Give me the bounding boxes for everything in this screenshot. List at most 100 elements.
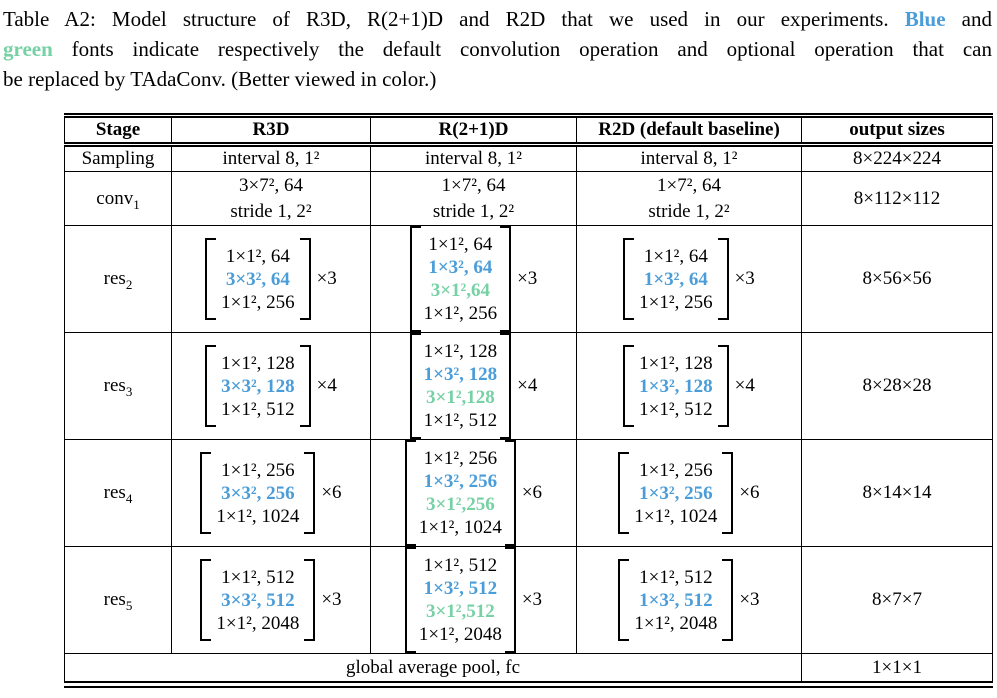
stage-base: conv bbox=[96, 187, 134, 209]
matrix-line: 1×1², 256 bbox=[423, 448, 498, 469]
table-row-res2: res2 1×1², 64 3×3², 64 1×1², 256 ×3 1×1², … bbox=[64, 225, 993, 333]
stage-label-res2: res2 bbox=[64, 225, 172, 333]
bracket-left-icon bbox=[200, 452, 212, 534]
matrix-lines: 1×1², 64 1×3², 64 1×1², 256 bbox=[639, 245, 712, 314]
residual-block-matrix: 1×1², 256 1×3², 256 1×1², 1024 ×6 bbox=[577, 452, 801, 534]
repeat-multiplier: ×4 bbox=[734, 375, 755, 396]
column-header-r3d: R3D bbox=[171, 115, 371, 147]
stage-label-res5: res5 bbox=[64, 546, 172, 654]
caption-text: Table A2: Model structure of R3D, R(2+1)… bbox=[3, 7, 889, 31]
matrix-line: 3×1²,128 bbox=[426, 387, 495, 408]
residual-block-matrix: 1×1², 256 3×3², 256 1×1², 1024 ×6 bbox=[172, 452, 370, 534]
residual-block-matrix: 1×1², 128 3×3², 128 1×1², 512 ×4 bbox=[172, 345, 370, 427]
bracket-right-icon bbox=[304, 559, 316, 641]
matrix-line: 1×1², 128 bbox=[423, 341, 498, 362]
bracket-right-icon bbox=[504, 440, 516, 546]
matrix-line: 1×1², 2048 bbox=[634, 612, 718, 634]
matrix-lines: 1×1², 128 1×3², 128 1×1², 512 bbox=[639, 352, 713, 421]
conv-spec: 1×7², 64 stride 1, 2² bbox=[371, 173, 576, 225]
table-row-res5: res5 1×1², 512 3×3², 512 1×1², 2048 ×3 1×1… bbox=[64, 546, 993, 654]
caption-line-3: be replaced by TAdaConv. (Better viewed … bbox=[3, 67, 992, 97]
residual-block-matrix: 1×1², 128 1×3², 128 3×1²,128 1×1², 512 ×4 bbox=[371, 333, 576, 439]
matrix-line: 1×3², 64 bbox=[643, 268, 708, 290]
matrix-line: 1×1², 512 bbox=[423, 410, 498, 431]
header-row: Stage R3D R(2+1)D R2D (default baseline)… bbox=[64, 115, 993, 147]
table-row-footer: global average pool, fc 1×1×1 bbox=[64, 653, 993, 685]
cell-res3-r2d: 1×1², 128 1×3², 128 1×1², 512 ×4 bbox=[576, 332, 802, 440]
residual-block-matrix: 1×1², 128 1×3², 128 1×1², 512 ×4 bbox=[577, 345, 801, 427]
table-caption: Table A2: Model structure of R3D, R(2+1)… bbox=[0, 0, 997, 97]
cell-footer-output: 1×1×1 bbox=[801, 653, 993, 685]
repeat-multiplier: ×6 bbox=[321, 482, 342, 503]
matrix-line: 1×3², 128 bbox=[639, 375, 713, 397]
matrix-line: 1×1², 512 bbox=[639, 398, 713, 420]
caption-line-1: Table A2: Model structure of R3D, R(2+1)… bbox=[3, 7, 992, 37]
cell-res4-output: 8×14×14 bbox=[801, 439, 993, 547]
cell-res2-output: 8×56×56 bbox=[801, 225, 993, 333]
matrix-line: 1×3², 256 bbox=[639, 482, 713, 504]
repeat-multiplier: ×4 bbox=[517, 375, 538, 396]
stage-subscript: 4 bbox=[125, 490, 133, 506]
repeat-multiplier: ×3 bbox=[739, 589, 760, 610]
stage-subscript: 5 bbox=[125, 597, 133, 613]
stage-label-res4: res4 bbox=[64, 439, 172, 547]
cell-res5-r3d: 1×1², 512 3×3², 512 1×1², 2048 ×3 bbox=[171, 546, 371, 654]
cell-res2-r3d: 1×1², 64 3×3², 64 1×1², 256 ×3 bbox=[171, 225, 371, 333]
bracket-right-icon bbox=[722, 559, 734, 641]
cell-conv1-r21d: 1×7², 64 stride 1, 2² bbox=[370, 171, 577, 226]
bracket-left-icon bbox=[618, 559, 630, 641]
matrix-line: 1×3², 256 bbox=[423, 471, 498, 492]
matrix-line: 1×1², 1024 bbox=[216, 505, 300, 527]
residual-block-matrix: 1×1², 512 3×3², 512 1×1², 2048 ×3 bbox=[172, 559, 370, 641]
model-structure-table: Stage R3D R(2+1)D R2D (default baseline)… bbox=[64, 113, 993, 688]
matrix-line: 1×1², 64 bbox=[428, 234, 493, 255]
cell-res2-r2d: 1×1², 64 1×3², 64 1×1², 256 ×3 bbox=[576, 225, 802, 333]
cell-res5-r2d: 1×1², 512 1×3², 512 1×1², 2048 ×3 bbox=[576, 546, 802, 654]
repeat-multiplier: ×3 bbox=[521, 589, 543, 610]
cell-res3-r3d: 1×1², 128 3×3², 128 1×1², 512 ×4 bbox=[171, 332, 371, 440]
stage-subscript: 3 bbox=[125, 383, 133, 399]
bracket-right-icon bbox=[299, 238, 311, 320]
matrix-line: 1×1², 2048 bbox=[216, 612, 300, 634]
matrix-line: 1×3², 512 bbox=[639, 589, 713, 611]
caption-text: be replaced by TAdaConv. (Better viewed … bbox=[3, 67, 437, 91]
matrix-line: 1×1², 512 bbox=[221, 398, 295, 420]
bracket-right-icon bbox=[717, 345, 729, 427]
table-row-res4: res4 1×1², 256 3×3², 256 1×1², 1024 ×6 1×1… bbox=[64, 439, 993, 547]
residual-block-matrix: 1×1², 512 1×3², 512 1×1², 2048 ×3 bbox=[577, 559, 801, 641]
residual-block-matrix: 1×1², 64 1×3², 64 3×1²,64 1×1², 256 ×3 bbox=[371, 226, 576, 332]
repeat-multiplier: ×6 bbox=[739, 482, 760, 503]
matrix-line: 3×3², 128 bbox=[221, 375, 295, 397]
column-header-r2d: R2D (default baseline) bbox=[576, 115, 802, 147]
cell-res5-r21d: 1×1², 512 1×3², 512 3×1²,512 1×1², 2048 ×3 bbox=[370, 546, 577, 654]
repeat-multiplier: ×6 bbox=[521, 482, 543, 503]
matrix-lines: 1×1², 128 3×3², 128 1×1², 512 bbox=[221, 352, 295, 421]
table-row-sampling: Sampling interval 8, 1² interval 8, 1² i… bbox=[64, 144, 993, 172]
cell-conv1-r3d: 3×7², 64 stride 1, 2² bbox=[171, 171, 371, 226]
matrix-line: 1×1², 1024 bbox=[634, 505, 718, 527]
bracket-left-icon bbox=[205, 238, 217, 320]
bracket-left-icon bbox=[409, 226, 421, 332]
matrix-line: 1×1², 1024 bbox=[418, 517, 502, 538]
cell-sampling-r2d: interval 8, 1² bbox=[576, 144, 802, 172]
bracket-left-icon bbox=[409, 333, 421, 439]
matrix-line: 3×3², 64 bbox=[225, 268, 290, 290]
matrix-line: 3×3², 256 bbox=[221, 482, 295, 504]
matrix-line: 3×3², 512 bbox=[221, 589, 295, 611]
matrix-line: 3×1²,64 bbox=[430, 280, 491, 301]
matrix-line: 1×3², 512 bbox=[423, 578, 498, 599]
matrix-line: 1×3², 128 bbox=[423, 364, 498, 385]
matrix-line: 1×3², 64 bbox=[428, 257, 493, 278]
matrix-lines: 1×1², 512 1×3², 512 1×1², 2048 bbox=[634, 566, 717, 635]
matrix-lines: 1×1², 256 1×3², 256 1×1², 1024 bbox=[634, 459, 717, 528]
matrix-line: 3×1²,256 bbox=[425, 494, 495, 515]
matrix-line: 1×7², 64 bbox=[657, 174, 721, 196]
matrix-line: stride 1, 2² bbox=[230, 200, 312, 222]
conv-spec: 3×7², 64 stride 1, 2² bbox=[172, 173, 370, 225]
repeat-multiplier: ×3 bbox=[321, 589, 342, 610]
repeat-multiplier: ×3 bbox=[734, 268, 755, 289]
residual-block-matrix: 1×1², 256 1×3², 256 3×1²,256 1×1², 1024 ×6 bbox=[371, 440, 576, 546]
matrix-line: stride 1, 2² bbox=[432, 200, 515, 222]
cell-sampling-output: 8×224×224 bbox=[801, 144, 993, 172]
stage-subscript: 2 bbox=[125, 276, 133, 292]
